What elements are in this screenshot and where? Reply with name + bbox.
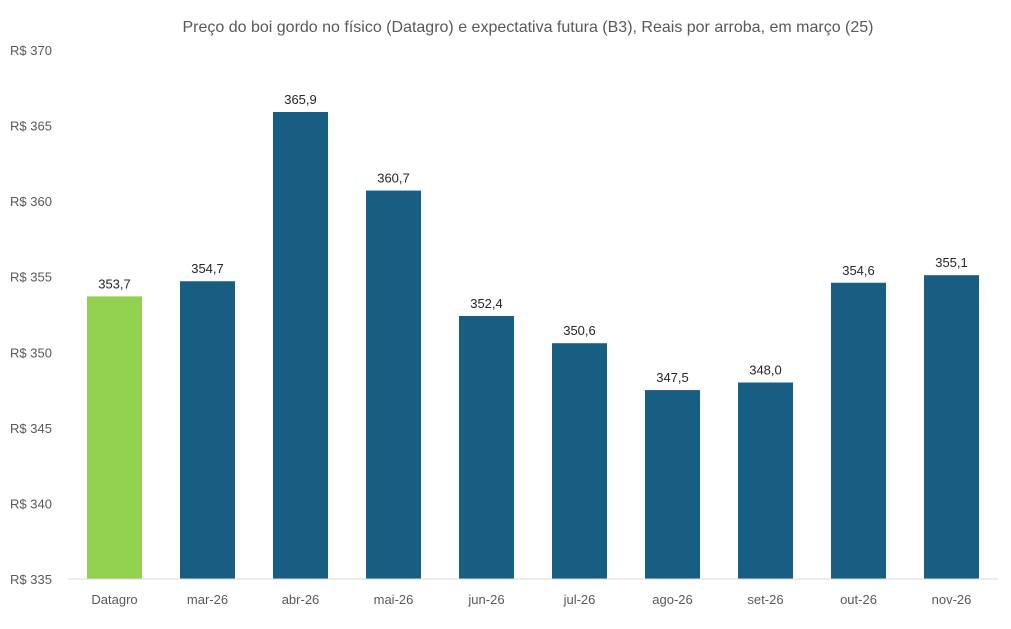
- data-label: 348,0: [749, 363, 782, 378]
- x-tick-label: mar-26: [187, 592, 228, 607]
- chart-title: Preço do boi gordo no físico (Datagro) e…: [183, 19, 874, 36]
- data-label: 350,6: [563, 323, 596, 338]
- bar: [924, 275, 979, 579]
- x-tick-label: abr-26: [282, 592, 320, 607]
- y-tick-label: R$ 365: [10, 119, 52, 134]
- data-label: 355,1: [935, 255, 968, 270]
- data-label: 360,7: [377, 171, 410, 186]
- y-tick-label: R$ 345: [10, 421, 52, 436]
- bar: [552, 343, 607, 579]
- y-tick-label: R$ 370: [10, 43, 52, 58]
- y-tick-label: R$ 350: [10, 345, 52, 360]
- bars: [87, 111, 979, 580]
- x-tick-label: jun-26: [467, 592, 504, 607]
- data-label: 353,7: [98, 276, 131, 291]
- bar: [180, 281, 235, 579]
- x-tick-label: jul-26: [563, 592, 596, 607]
- y-axis: R$ 335 R$ 340 R$ 345 R$ 350 R$ 355 R$ 360 R$ 3…: [10, 43, 52, 587]
- x-tick-label: Datagro: [91, 592, 137, 607]
- y-tick-label: R$ 340: [10, 496, 52, 511]
- data-label: 354,7: [191, 261, 224, 276]
- bar: [366, 190, 421, 579]
- x-axis: Datagro mar-26 abr-26 mai-26 jun-26 jul-26 ago…: [68, 578, 998, 607]
- x-tick-label: ago-26: [652, 592, 692, 607]
- y-tick-label: R$ 355: [10, 270, 52, 285]
- bar: [645, 390, 700, 579]
- bar: [459, 316, 514, 579]
- bar: [273, 111, 328, 580]
- x-tick-label: out-26: [840, 592, 877, 607]
- data-label: 365,9: [284, 92, 317, 107]
- y-tick-label: R$ 360: [10, 194, 52, 209]
- x-tick-label: mai-26: [374, 592, 414, 607]
- bar: [87, 296, 142, 579]
- data-label: 352,4: [470, 296, 503, 311]
- bar: [738, 382, 793, 579]
- data-label: 354,6: [842, 263, 875, 278]
- data-label: 347,5: [656, 370, 689, 385]
- x-tick-label: nov-26: [932, 592, 972, 607]
- x-tick-label: set-26: [747, 592, 783, 607]
- bar: [831, 282, 886, 579]
- data-labels: 353,7 354,7 365,9 360,7 352,4 350,6 347,5 348,0…: [98, 92, 968, 385]
- y-tick-label: R$ 335: [10, 572, 52, 587]
